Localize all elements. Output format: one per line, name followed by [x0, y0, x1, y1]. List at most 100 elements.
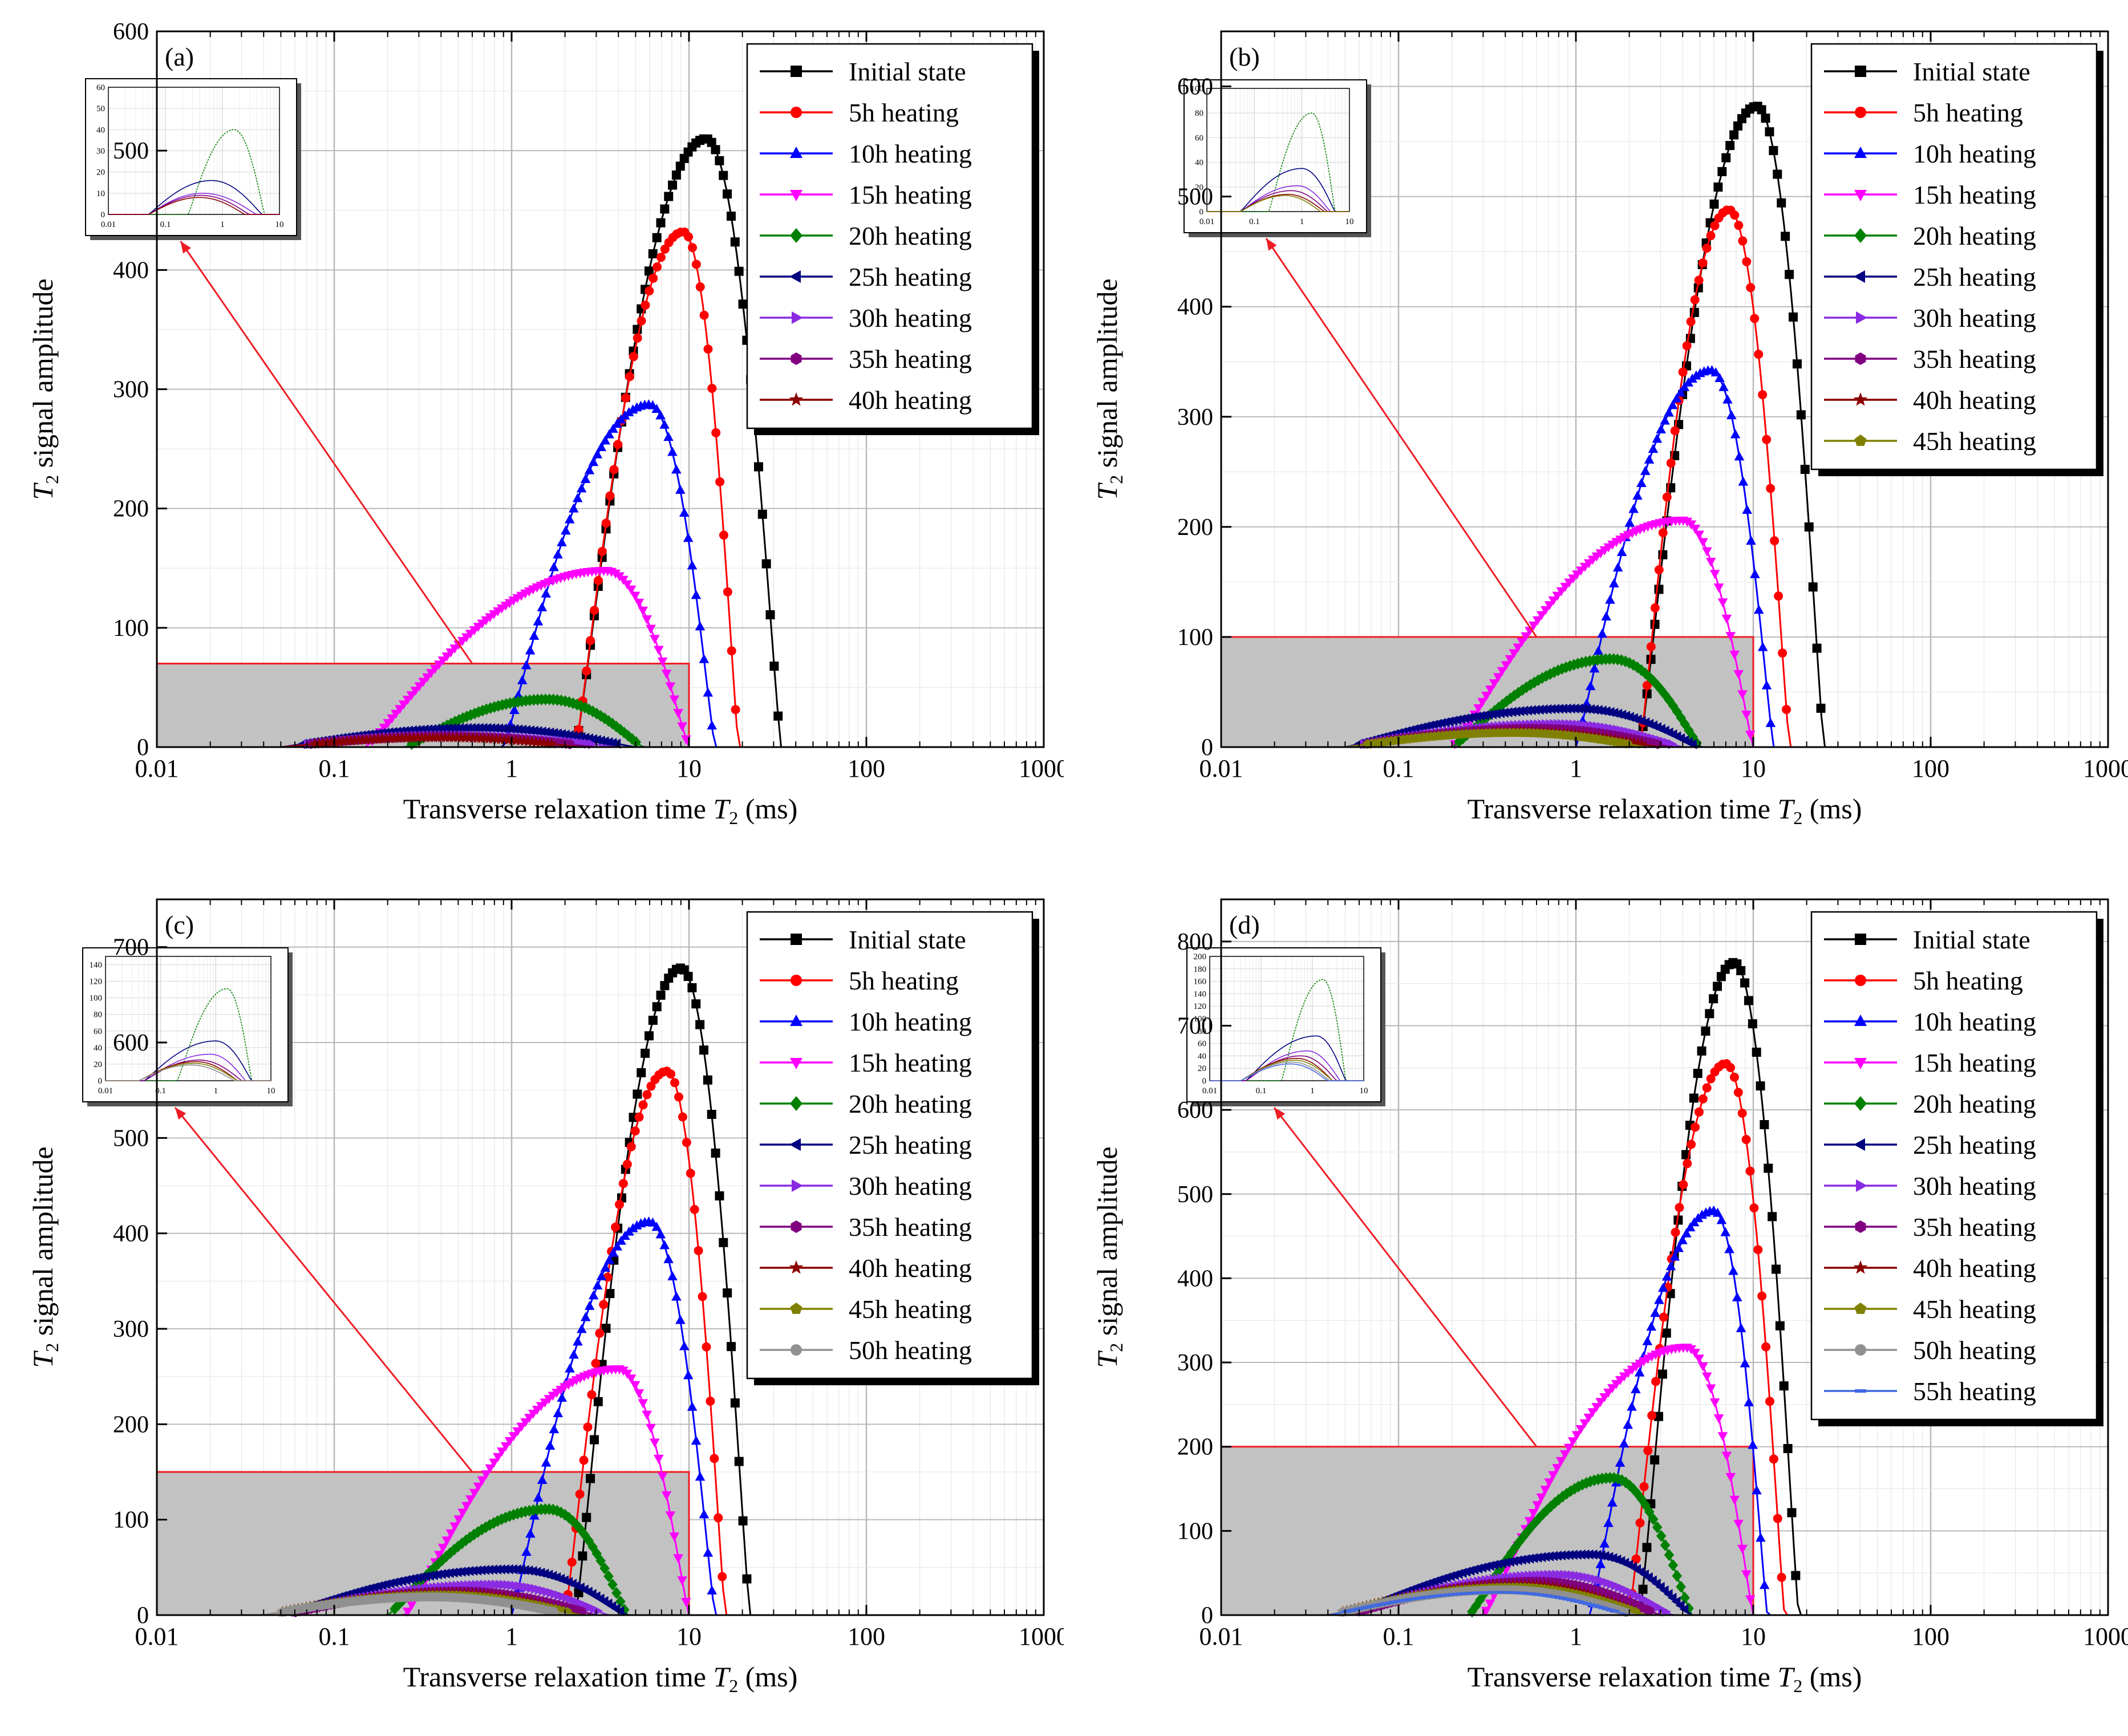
- data-point: [638, 1399, 648, 1409]
- x-axis-label-text: Transverse relaxation time: [403, 1661, 714, 1693]
- data-point: [629, 352, 638, 362]
- inset-x-tick-label: 0.01: [101, 220, 116, 229]
- data-point: [609, 465, 619, 474]
- data-point: [1596, 1550, 1606, 1561]
- data-point: [1501, 1557, 1510, 1568]
- data-point: [1567, 1437, 1578, 1447]
- data-point: [1501, 661, 1511, 671]
- data-point: [1533, 616, 1543, 626]
- y-axis-label: T2 signal amplitude: [1091, 278, 1126, 500]
- data-point: [1664, 694, 1675, 707]
- data-point: [1760, 1120, 1769, 1130]
- data-point: [587, 1390, 597, 1400]
- data-point: [1599, 1538, 1610, 1548]
- data-point: [1529, 1553, 1538, 1563]
- data-point: [1690, 1349, 1700, 1358]
- data-point: [711, 428, 721, 437]
- data-point: [1705, 558, 1716, 567]
- panel-label: (c): [165, 910, 194, 939]
- data-point: [1605, 594, 1615, 604]
- data-point: [516, 1422, 526, 1432]
- data-point: [626, 585, 637, 595]
- arrow-head: [180, 241, 192, 254]
- data-point: [1489, 679, 1499, 689]
- y-tick-label: 600: [1177, 1097, 1213, 1123]
- data-point: [456, 1567, 466, 1577]
- data-point: [453, 1515, 464, 1525]
- data-point: [1436, 718, 1446, 728]
- data-point: [379, 724, 390, 733]
- legend-swatch-marker: [1854, 270, 1865, 283]
- data-point: [1690, 525, 1700, 534]
- data-point: [652, 233, 662, 242]
- data-point: [397, 1576, 407, 1586]
- data-point: [410, 687, 421, 696]
- data-point: [1595, 1398, 1606, 1408]
- data-point: [634, 1389, 645, 1399]
- data-point: [1750, 314, 1760, 323]
- data-point: [1697, 1210, 1707, 1219]
- data-point: [1690, 295, 1700, 305]
- legend-item: Initial state: [1824, 925, 2030, 954]
- data-point: [460, 1566, 470, 1577]
- data-point: [711, 145, 720, 155]
- inset-y-tick-label: 80: [1198, 1027, 1206, 1036]
- data-point: [645, 286, 654, 296]
- x-axis-label-unit: (ms): [738, 793, 797, 825]
- data-point: [1631, 1384, 1641, 1394]
- x-tick-label: 1: [1570, 755, 1582, 782]
- data-point: [671, 1291, 682, 1301]
- data-point: [660, 244, 670, 254]
- data-point: [1644, 1506, 1655, 1518]
- data-point: [1624, 657, 1635, 669]
- data-point: [452, 1567, 462, 1577]
- data-point: [595, 1555, 606, 1567]
- data-point: [384, 732, 396, 744]
- data-point: [1656, 424, 1666, 433]
- data-point: [1563, 1443, 1574, 1453]
- inset-x-tick-label: 0.01: [1202, 1086, 1217, 1096]
- data-point: [1644, 454, 1655, 464]
- inset-series-line: [108, 197, 279, 215]
- inset-x-tick-label: 1: [214, 1086, 218, 1096]
- inset-y-tick-label: 40: [1198, 1052, 1206, 1061]
- data-point: [1509, 1556, 1518, 1567]
- data-point: [1691, 370, 1701, 380]
- data-point: [646, 624, 656, 634]
- inset-y-tick-label: 40: [1195, 159, 1203, 168]
- data-point: [727, 646, 736, 656]
- data-point: [641, 301, 650, 310]
- data-point: [1632, 661, 1643, 674]
- data-point: [769, 662, 779, 671]
- data-point: [707, 1110, 716, 1120]
- data-point: [489, 1458, 499, 1468]
- panel-c: 0 20 40 60 80 100 120 140 0.01 0.1 1 10 0.01 0.1 1 10 10…: [0, 868, 1064, 1736]
- inset-y-tick-label: 20: [1198, 1064, 1206, 1073]
- data-point: [599, 1300, 609, 1309]
- legend-swatch-marker: [1855, 934, 1866, 945]
- data-point: [395, 705, 405, 715]
- data-point: [1541, 670, 1551, 682]
- data-point: [687, 243, 697, 253]
- inset-y-tick-label: 0: [1199, 208, 1204, 217]
- data-point: [1769, 145, 1778, 155]
- data-point: [587, 734, 597, 744]
- legend-label: 5h heating: [849, 98, 959, 127]
- data-point: [580, 1312, 591, 1321]
- legend-item: 15h heating: [1824, 180, 2036, 209]
- data-point: [422, 673, 432, 683]
- legend: Initial state 5h heating 10h heating 15h he…: [746, 43, 1039, 435]
- data-point: [545, 1440, 556, 1450]
- legend-label: 15h heating: [1913, 180, 2036, 209]
- y-tick-label: 700: [1177, 1013, 1213, 1039]
- data-point: [1706, 1074, 1716, 1084]
- data-point: [448, 1567, 458, 1578]
- y-tick-label: 500: [113, 138, 149, 164]
- data-point: [1494, 1564, 1505, 1576]
- data-point: [520, 1565, 529, 1575]
- data-point: [1592, 1550, 1602, 1560]
- data-point: [364, 733, 376, 745]
- legend-label: 20h heating: [1913, 1089, 2036, 1118]
- legend-swatch-marker: [791, 352, 802, 365]
